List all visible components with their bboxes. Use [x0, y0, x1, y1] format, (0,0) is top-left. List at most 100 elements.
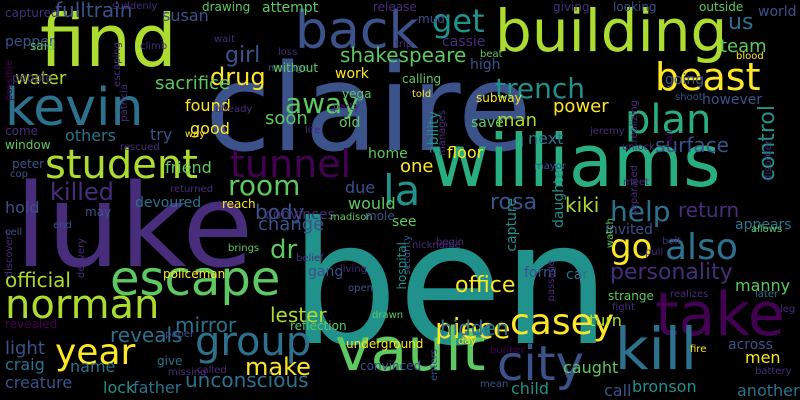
word-return: return — [678, 198, 740, 222]
word-convinced: convinced — [360, 359, 422, 373]
word-floor: floor — [447, 143, 484, 162]
word-people: people — [12, 71, 53, 85]
word-attempt: attempt — [262, 0, 319, 16]
word-mean: mean — [480, 379, 509, 390]
word-pull: pull — [645, 247, 664, 258]
word-enters: enters — [429, 349, 440, 381]
word-rescued: rescued — [120, 142, 160, 153]
word-may: may — [85, 205, 112, 219]
word-said: said — [30, 39, 55, 53]
word-leg: leg — [780, 304, 796, 315]
word-lock: lock — [103, 378, 136, 397]
word-separated: separated — [629, 165, 640, 216]
word-student: student — [45, 142, 198, 188]
word-mole: mole — [365, 209, 395, 223]
word-found: found — [185, 96, 231, 115]
word-manny: manny — [735, 276, 791, 295]
word-invited: invited — [605, 222, 653, 238]
word-jeremy: jeremy — [590, 126, 625, 137]
word-give: give — [157, 354, 183, 368]
word-caught: caught — [563, 358, 619, 377]
word-peter: peter — [12, 157, 45, 171]
word-building: building — [495, 0, 728, 65]
word-rosa: rosa — [490, 190, 537, 215]
word-world: world — [758, 4, 797, 20]
word-bunker: bunker — [490, 345, 525, 356]
word-patricia: patricia — [119, 84, 130, 122]
word-captured: captured — [5, 6, 59, 20]
word-one: one — [400, 156, 434, 177]
word-vega: vega — [342, 87, 372, 101]
word-told: told — [412, 89, 432, 100]
word-turn: turn — [589, 311, 622, 330]
word-williams: williams — [430, 119, 721, 203]
word-next: next — [528, 129, 564, 148]
word-paper: paper — [165, 329, 195, 340]
word-trip: trip — [395, 39, 413, 50]
word-pepper: pepper — [5, 34, 55, 50]
word-unlock: unlock — [622, 142, 655, 153]
word-hospital: hospital — [395, 242, 409, 290]
word-surface: surface — [655, 133, 729, 157]
word-piece: piece — [435, 312, 511, 345]
word-dr: dr — [270, 235, 298, 265]
word-office: office — [455, 273, 516, 298]
word-reveals: reveals — [110, 323, 183, 347]
word-called: called — [197, 365, 227, 376]
word-manage: manage — [268, 63, 309, 74]
word-nickname: nickname — [412, 240, 461, 251]
word-girl: girl — [225, 43, 261, 68]
word-already: already — [215, 104, 253, 115]
word-sacrifice: sacrifice — [155, 73, 231, 94]
word-help: help — [610, 195, 671, 228]
word-reach: reach — [222, 197, 256, 211]
word-team: team — [720, 36, 767, 57]
word-kevin: kevin — [5, 78, 144, 138]
word-day: day — [458, 336, 477, 347]
word-watch: watch — [605, 218, 616, 249]
word-beat: beat — [480, 49, 503, 60]
word-outside: outside — [699, 0, 744, 14]
word-try: try — [150, 125, 173, 144]
word-call: call — [604, 381, 632, 400]
word-body: body — [255, 200, 305, 224]
word-beast: beast — [655, 55, 761, 99]
word-climb: climb — [140, 41, 168, 52]
word-luke: luke — [15, 160, 254, 294]
word-capture: capture — [504, 198, 520, 252]
word-drug: drug — [210, 63, 266, 91]
word-mirror: mirror — [175, 313, 237, 337]
word-convinces: convinces — [265, 207, 335, 223]
word-revealed: revealed — [5, 317, 58, 331]
word-get: get — [432, 2, 485, 40]
word-shoot: shoot — [675, 92, 703, 103]
word-window: window — [5, 138, 51, 152]
word-bolt: bolt — [662, 236, 682, 247]
word-save: save — [471, 115, 504, 131]
word-possible: possible — [4, 60, 15, 101]
word-cell: cell — [5, 227, 23, 238]
word-soon: soon — [265, 108, 308, 129]
word-man: man — [497, 110, 537, 131]
word-due: due — [345, 178, 376, 197]
word-craig: craig — [5, 355, 45, 374]
word-escaping: escaping — [112, 42, 123, 87]
word-daughter: daughter — [551, 164, 567, 228]
word-cassie: cassie — [442, 34, 486, 50]
word-meet: meet — [623, 177, 649, 188]
word-mud: mud — [418, 12, 445, 26]
word-release: release — [373, 0, 417, 14]
word-plan: plan — [625, 97, 712, 143]
word-kill: kill — [615, 315, 697, 383]
word-calling: calling — [402, 72, 442, 86]
word-without: without — [273, 61, 319, 75]
word-policeman: policeman — [163, 267, 226, 281]
word-passage: passage — [546, 260, 557, 302]
word-back: back — [295, 1, 419, 61]
word-official: official — [5, 268, 71, 292]
word-however: however — [702, 92, 763, 108]
word-loss: loss — [278, 47, 298, 58]
word-fight: fight — [612, 302, 635, 313]
word-vault: vault — [335, 315, 486, 385]
